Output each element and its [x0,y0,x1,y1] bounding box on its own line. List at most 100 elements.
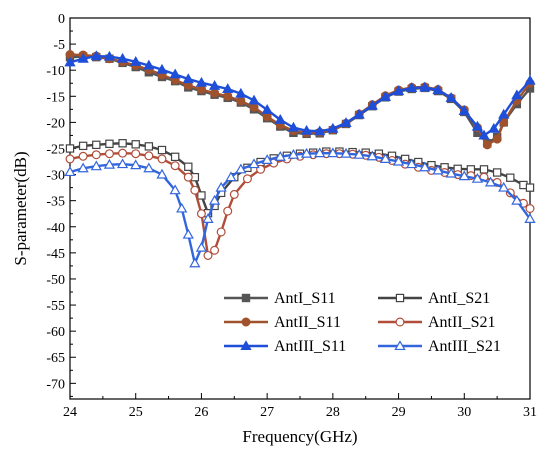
data-point [287,148,300,159]
data-point [353,148,365,159]
data-point [235,87,247,98]
data-point [196,85,206,95]
data-point [143,59,155,70]
series-antiii-s11 [64,50,536,140]
data-point [249,102,259,112]
data-point [78,151,88,161]
legend-label: AntII_S21 [428,314,496,331]
data-point [215,181,227,192]
data-point [261,104,273,114]
y-tick-label: -50 [46,273,65,288]
data-point [248,94,260,105]
legend-item: AntI_S11 [224,290,336,307]
data-point [482,140,492,150]
legend-marker [240,340,252,351]
data-point [274,113,286,124]
legend-marker [241,293,251,303]
data-point [64,166,76,177]
data-point [78,141,88,151]
data-point [170,152,180,162]
legend-marker [395,317,405,327]
data-point [506,173,515,182]
axis-ticks [69,17,531,399]
data-point [498,181,510,192]
data-point [300,147,313,158]
x-tick-label: 29 [392,405,406,420]
data-point [524,74,536,85]
x-tick-label: 26 [194,405,208,420]
y-tick-label: -65 [46,351,65,366]
data-point [488,122,500,133]
legend-marker [394,340,406,351]
y-tick-label: -10 [46,64,65,79]
data-point [314,125,326,136]
data-point [458,170,470,181]
data-point [144,142,154,151]
legend-label: AntI_S11 [274,290,336,307]
data-point [103,50,116,61]
data-point [103,158,116,169]
data-point [183,172,193,182]
data-point [190,185,200,195]
data-point [225,171,237,182]
data-point [216,227,226,237]
legend-item: AntI_S21 [378,290,490,307]
data-point [223,91,233,101]
data-point [524,213,536,223]
data-point [195,241,208,252]
data-point [432,164,444,175]
data-point [118,148,128,158]
data-point [511,89,523,100]
data-point [366,150,378,161]
series-line [69,151,531,265]
data-point [208,194,221,205]
y-tick-label: -45 [46,247,65,262]
x-tick-label: 30 [457,405,471,420]
data-point [353,108,365,119]
data-point [525,204,535,214]
data-point [479,165,489,174]
legend-label: AntIII_S11 [274,338,346,355]
data-point [91,150,101,160]
data-point [105,139,114,148]
data-point [492,134,502,144]
data-point [157,145,167,155]
data-point [379,153,392,163]
data-point [248,158,260,169]
data-point [471,172,484,183]
y-tick-label: -60 [46,325,65,340]
data-point [210,245,220,255]
y-tick-label: -15 [46,90,65,105]
data-point [176,202,188,213]
data-point [340,147,352,158]
data-point [130,159,142,170]
data-series [64,50,536,268]
data-point [131,140,140,149]
data-point [118,139,127,148]
data-point [77,52,89,63]
x-tick-label: 24 [63,405,77,420]
data-point [77,162,89,173]
y-tick-label: -25 [46,142,65,157]
data-point [445,92,457,102]
data-point [184,162,193,171]
data-point [202,213,214,223]
data-point [156,63,168,74]
data-point [432,84,444,95]
data-point [104,149,114,159]
data-point [478,129,490,140]
legend-marker [241,317,251,327]
data-point [458,105,470,115]
legend-label: AntIII_S21 [428,338,501,355]
y-tick-label: -5 [53,38,65,53]
data-point [471,120,484,131]
data-point [498,108,510,119]
data-point [314,147,326,158]
x-axis-title: Frequency(GHz) [242,427,357,446]
data-point [130,56,142,66]
legend-item: AntIII_S11 [224,338,346,355]
y-tick-label: -55 [46,299,65,314]
data-point [445,167,457,178]
y-tick-label: -40 [46,221,65,236]
data-point [492,168,502,177]
